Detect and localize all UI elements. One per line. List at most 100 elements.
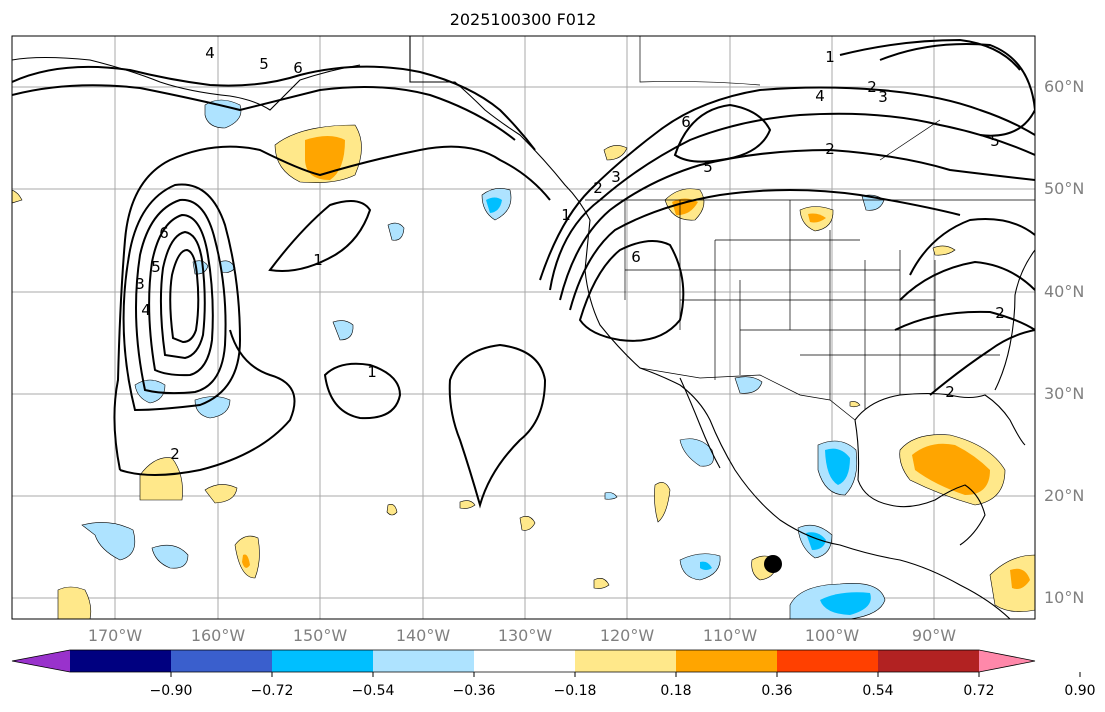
shade-region [700, 561, 712, 570]
contour-label: 6 [681, 113, 691, 131]
lon-label: 160°W [190, 626, 246, 645]
shade-region [808, 213, 826, 223]
shade-region [81, 522, 136, 561]
colorbar-segment [676, 650, 778, 672]
shade-region [849, 401, 861, 408]
colorbar-segment [373, 650, 475, 672]
colorbar-tick-label: −0.54 [351, 683, 395, 699]
colorbar [11, 649, 1081, 677]
contour-label: 2 [170, 445, 180, 463]
shade-region [593, 578, 610, 589]
colorbar-tick-label: 0.18 [660, 683, 692, 699]
contour-line [578, 240, 685, 342]
coast-gulf [854, 392, 1026, 446]
contour-line [549, 112, 1035, 291]
lon-label: 100°W [804, 626, 860, 645]
map-background [12, 36, 1035, 619]
contour-label: 4 [205, 44, 215, 62]
shade-region [386, 504, 398, 516]
contour-line [879, 43, 1035, 137]
lat-label: 10°N [1044, 588, 1085, 607]
contour-label: 1 [825, 48, 835, 66]
contour-line [159, 230, 206, 360]
border-us-mexico [639, 367, 856, 421]
colorbar-tick-label: 0.90 [1064, 683, 1096, 699]
colorbar-tick-label: −0.18 [553, 683, 597, 699]
shade-region [825, 448, 850, 485]
contour-line [569, 189, 961, 311]
colorbar-tick-label: 0.54 [862, 683, 894, 699]
contour-label: 5 [151, 258, 161, 276]
contour-line [559, 148, 1035, 301]
coast-baja [679, 377, 721, 469]
contour-label: 2 [995, 304, 1005, 322]
coast-aleutians [12, 56, 361, 111]
shade-region [519, 516, 536, 531]
contour-label: 2 [825, 140, 835, 158]
contour-label: 2 [867, 78, 877, 96]
contour-line [894, 218, 1035, 331]
contour-line [268, 200, 372, 272]
colorbar-outline [11, 649, 1036, 673]
lon-label: 130°W [497, 626, 553, 645]
lat-label: 40°N [1044, 282, 1085, 301]
lat-label: 20°N [1044, 486, 1085, 505]
contour-line [113, 145, 551, 471]
shade-region [194, 396, 231, 419]
shade-region [820, 592, 871, 615]
contour-line [169, 248, 200, 344]
state-lines-horizontal [625, 239, 1010, 356]
colorbar-tick-label: −0.72 [250, 683, 294, 699]
contour-line [12, 65, 536, 151]
shade-region [151, 544, 189, 569]
shade-region [486, 197, 502, 213]
contour-line [673, 103, 772, 163]
colorbar-segment [70, 650, 172, 672]
contour-line [119, 329, 296, 476]
coast-mexico-gulf [854, 419, 986, 546]
colorbar-tick-label: 0.36 [761, 683, 793, 699]
canada-borders [409, 36, 941, 161]
contour-label: 1 [561, 206, 571, 224]
map-frame [11, 35, 1036, 620]
shade-region [57, 586, 92, 619]
shade-region [603, 145, 628, 161]
contour-label: 3 [611, 168, 621, 186]
contour-line [929, 329, 1035, 396]
contour-label: 6 [159, 224, 169, 242]
borders [409, 36, 1035, 421]
shade-region [242, 554, 250, 568]
colorbar-segment [272, 650, 374, 672]
shade-region [305, 136, 345, 180]
colorbar-segment [878, 650, 980, 672]
coastlines [12, 36, 1035, 619]
shade-region [932, 245, 956, 256]
contour-label: 4 [815, 87, 825, 105]
shade-region [204, 484, 238, 504]
contour-line [122, 183, 242, 412]
contour-label: 1 [367, 363, 377, 381]
colorbar-segment [474, 650, 576, 672]
shading-warm [12, 124, 1035, 619]
lon-label: 170°W [87, 626, 143, 645]
contour-line [448, 343, 547, 509]
colorbar-tick-label: 0.72 [963, 683, 995, 699]
lon-label: 150°W [292, 626, 348, 645]
shade-region [332, 320, 354, 341]
contour-line [323, 362, 402, 420]
contour-line [135, 198, 227, 395]
contour-line [148, 213, 214, 377]
colorbar-tick-label: −0.36 [452, 683, 496, 699]
contour-line [12, 84, 516, 141]
coast-west-mexico [584, 219, 1011, 619]
shade-region [912, 443, 990, 495]
shade-region [734, 376, 763, 394]
shade-region [387, 222, 405, 241]
contours [12, 38, 1035, 509]
map-title: 2025100300 F012 [449, 10, 597, 29]
lon-label: 90°W [911, 626, 957, 645]
shade-region [459, 500, 476, 509]
shade-region [679, 438, 714, 467]
lat-label: 50°N [1044, 179, 1085, 198]
